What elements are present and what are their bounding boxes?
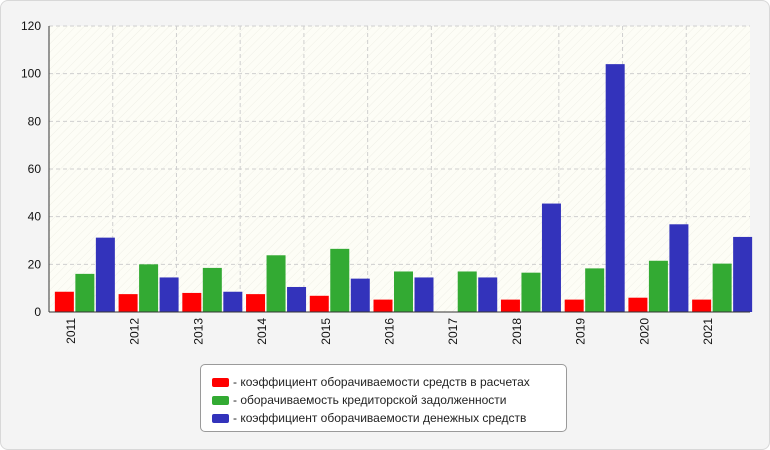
bar-2015-series-1 — [309, 295, 329, 312]
bar-2018-series-1 — [500, 299, 520, 312]
bar-2011-series-2 — [75, 273, 95, 312]
y-tick-label: 0 — [34, 305, 41, 319]
bars — [54, 64, 753, 312]
bar-2017-series-2 — [457, 271, 477, 312]
bar-2019-series-2 — [585, 268, 605, 312]
bar-2016-series-1 — [373, 299, 393, 312]
bar-2013-series-1 — [182, 292, 202, 312]
legend-label: - оборачиваемость кредиторской задолженн… — [233, 393, 507, 407]
bar-2012-series-3 — [159, 277, 179, 312]
x-tick-label: 2012 — [128, 318, 142, 345]
bar-2020-series-2 — [648, 260, 668, 312]
y-tick-labels: 0 20 40 60 80 100 120 — [21, 19, 41, 319]
x-tick-label: 2017 — [446, 318, 460, 345]
bar-2011-series-1 — [54, 291, 74, 312]
bar-2013-series-2 — [202, 267, 222, 312]
bar-2011-series-3 — [95, 237, 115, 312]
x-tick-label: 2014 — [255, 318, 269, 345]
bar-2020-series-3 — [669, 224, 689, 312]
legend-item-settlements: - коэффициент оборачиваемости средств в … — [212, 373, 566, 391]
y-tick-label: 20 — [28, 257, 42, 271]
bar-2019-series-3 — [605, 64, 625, 312]
grid-lines — [49, 25, 750, 312]
x-tick-label: 2015 — [319, 318, 333, 345]
legend-swatch-blue — [212, 413, 229, 423]
x-tick-label: 2021 — [701, 318, 715, 345]
y-tick-label: 80 — [28, 114, 42, 128]
legend-swatch-red — [212, 377, 229, 387]
legend-label: - коэффициент оборачиваемости средств в … — [233, 375, 530, 389]
legend: - коэффициент оборачиваемости средств в … — [200, 364, 567, 432]
bar-2016-series-3 — [414, 277, 434, 312]
bar-2019-series-1 — [564, 299, 584, 312]
bar-2021-series-3 — [733, 236, 753, 312]
y-tick-label: 40 — [28, 210, 42, 224]
x-tick-labels: 2011 2012 2013 2014 2015 2016 2017 2018 2019 2020… — [64, 318, 715, 345]
legend-swatch-green — [212, 395, 229, 405]
bar-2016-series-2 — [394, 271, 413, 312]
x-tick-label: 2020 — [637, 318, 651, 345]
bar-2015-series-3 — [350, 278, 370, 312]
bar-2018-series-3 — [541, 203, 561, 312]
x-tick-label: 2013 — [191, 318, 205, 345]
bar-2012-series-2 — [139, 264, 159, 312]
y-tick-label: 60 — [28, 162, 42, 176]
bar-2020-series-1 — [628, 297, 648, 312]
legend-item-cash: - коэффициент оборачиваемости денежных с… — [212, 409, 566, 427]
bar-2013-series-3 — [223, 291, 243, 312]
x-tick-label: 2018 — [510, 318, 524, 345]
bar-2021-series-2 — [712, 263, 732, 312]
legend-item-payables: - оборачиваемость кредиторской задолженн… — [212, 391, 566, 409]
bar-2014-series-3 — [287, 286, 307, 312]
bar-2014-series-2 — [266, 255, 286, 312]
bar-2012-series-1 — [118, 294, 138, 312]
bar-2015-series-2 — [330, 248, 350, 312]
x-tick-label: 2011 — [64, 318, 78, 344]
y-tick-label: 120 — [21, 19, 41, 33]
y-tick-label: 100 — [21, 67, 41, 81]
bar-2017-series-3 — [478, 277, 498, 312]
bar-2018-series-2 — [521, 272, 541, 312]
bar-2014-series-1 — [246, 294, 266, 312]
legend-label: - коэффициент оборачиваемости денежных с… — [233, 411, 527, 425]
x-tick-label: 2016 — [383, 318, 397, 345]
x-tick-label: 2019 — [574, 318, 588, 345]
bar-2021-series-1 — [692, 299, 712, 312]
